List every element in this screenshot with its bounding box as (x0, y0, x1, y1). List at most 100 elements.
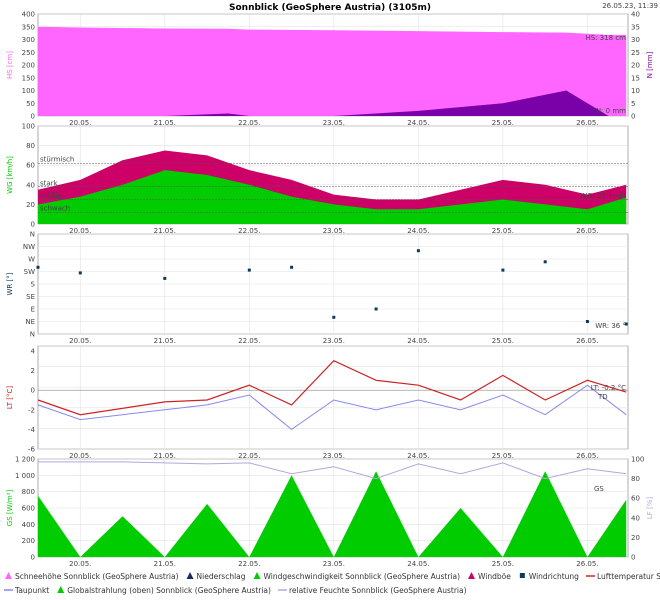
legend-label: Windrichtung (529, 572, 579, 581)
rad-y-tick-label: 400 (22, 521, 35, 529)
legend-triangle-marker (253, 572, 261, 579)
snow-x-tick-label: 25.05. (492, 119, 514, 127)
legend-square-marker (519, 573, 525, 578)
wind-x-tick-label: 20.05. (69, 227, 91, 235)
snow-y-tick-label: 0 (31, 113, 35, 121)
rad-y2-tick-label: 80 (631, 475, 640, 483)
wind-y-tick-label: 80 (26, 142, 35, 150)
panel-wind-direction: 20.05. 21.05. 22.05. 23.05. 24.05. 25.05. 26.0… (6, 231, 629, 345)
snow-height-area (38, 26, 627, 116)
temperature-annotation: LT: -0.2 °C (591, 384, 626, 392)
direction-y-tick-label: N (30, 231, 35, 239)
rad-y-tick-label: 600 (22, 505, 35, 513)
direction-y-tick-label: SE (26, 293, 35, 301)
legend: Schneehöhe Sonnblick (GeoSphere Austria)… (4, 572, 660, 595)
temp-x-tick-label: 24.05. (407, 452, 429, 460)
snow-y2-tick-label: 20 (631, 62, 640, 70)
rad-y2-tick-label: 40 (631, 514, 640, 522)
wind-y-tick-label: 20 (26, 201, 35, 209)
snow-y-label-left: HS [cm] (6, 51, 14, 79)
rad-y-tick-label: 200 (22, 537, 35, 545)
panel-temperature: 20.05. 21.05. 22.05. 23.05. 24.05. 25.05. 26.0… (6, 345, 629, 460)
rad-y2-tick-label: 60 (631, 495, 640, 503)
temp-x-tick-label: 23.05. (323, 452, 345, 460)
wind-direction-point (247, 268, 251, 272)
direction-x-tick-label: 21.05. (154, 337, 176, 345)
rad-x-tick-label: 24.05. (407, 560, 429, 568)
snow-y-tick-label: 400 (22, 11, 35, 19)
temp-plot-area (37, 345, 629, 450)
legend-label: Lufttemperatur Sonnblick (GeoSphere Aust… (597, 572, 660, 581)
snow-y2-tick-label: 0 (631, 113, 635, 121)
direction-y-label: WR [°] (6, 272, 14, 295)
direction-x-tick-label: 22.05. (238, 337, 260, 345)
temp-y-tick-label: -2 (28, 406, 35, 414)
snow-x-tick-label: 26.05. (576, 119, 598, 127)
legend-label: Taupunkt (14, 586, 49, 595)
snow-y-tick-label: 300 (22, 36, 35, 44)
wind-direction-point (163, 276, 167, 280)
temp-x-tick-label: 21.05. (154, 452, 176, 460)
wind-direction-point (624, 322, 628, 326)
wind-y-label: WG [km/h] (6, 156, 14, 194)
rad-y-tick-label: 1 200 (15, 456, 35, 464)
panel-wind-speed: 20.05. 21.05. 22.05. 23.05. 24.05. 25.05. 26.0… (6, 123, 629, 235)
temp-y-label: LT [°C] (6, 386, 14, 410)
wind-level-label: stürmisch (40, 156, 74, 164)
snow-y-label-right: N [mm] (646, 51, 654, 78)
wind-annotation: WG: 27 km/h (580, 192, 626, 200)
wind-direction-point (332, 315, 336, 319)
rad-x-tick-label: 26.05. (576, 560, 598, 568)
wind-x-tick-label: 22.05. (238, 227, 260, 235)
rad-y-label-left: GS [W/m²] (6, 490, 14, 527)
direction-x-tick-label: 25.05. (492, 337, 514, 345)
temperature-line (37, 359, 627, 416)
wind-direction-point (501, 268, 505, 272)
snow-y2-tick-label: 15 (631, 74, 640, 82)
legend-triangle-marker (468, 572, 476, 579)
temp-x-tick-label: 20.05. (69, 452, 91, 460)
legend-label: Schneehöhe Sonnblick (GeoSphere Austria) (15, 572, 179, 581)
wind-direction-point (36, 265, 40, 269)
snow-y2-tick-label: 30 (631, 36, 640, 44)
snow-y2-tick-label: 10 (631, 87, 640, 95)
snow-y-tick-label: 200 (22, 62, 35, 70)
snow-y2-tick-label: 35 (631, 23, 640, 31)
rad-y-tick-label: 0 (31, 554, 35, 562)
snow-x-tick-label: 22.05. (238, 119, 260, 127)
humidity-line (38, 461, 627, 480)
snow-y-tick-label: 250 (22, 49, 35, 57)
rad-x-tick-label: 23.05. (323, 560, 345, 568)
direction-y-tick-label: NE (25, 318, 35, 326)
snow-y-tick-label: 50 (26, 100, 35, 108)
rad-x-tick-label: 22.05. (238, 560, 260, 568)
panel-radiation: 20.05. 21.05. 22.05. 23.05. 24.05. 25.05. 26.0… (6, 456, 654, 569)
wind-direction-point (416, 249, 420, 253)
wind-y-tick-label: 0 (31, 221, 35, 229)
temp-y-tick-label: 2 (31, 367, 35, 375)
direction-y-tick-label: N (30, 331, 35, 339)
temp-y-tick-label: 0 (31, 387, 35, 395)
rad-x-tick-label: 21.05. (154, 560, 176, 568)
direction-annotation: WR: 36 ° (595, 322, 626, 330)
wind-x-tick-label: 26.05. (576, 227, 598, 235)
snow-x-tick-label: 23.05. (323, 119, 345, 127)
legend-triangle-marker (57, 586, 65, 593)
legend-label: Windgeschwindigkeit Sonnblick (GeoSphere… (264, 572, 461, 581)
radiation-annotation: GS (594, 485, 604, 493)
rad-y2-tick-label: 0 (631, 554, 635, 562)
direction-x-tick-label: 23.05. (323, 337, 345, 345)
wind-direction-point (78, 271, 82, 275)
wind-y-tick-label: 100 (22, 123, 35, 131)
chart-title: Sonnblick (GeoSphere Austria) (3105m) (229, 3, 431, 13)
direction-y-tick-label: W (28, 256, 35, 264)
rad-y-tick-label: 800 (22, 488, 35, 496)
snow-y2-tick-label: 40 (631, 11, 640, 19)
rad-y2-tick-label: 20 (631, 534, 640, 542)
direction-x-tick-label: 26.05. (576, 337, 598, 345)
legend-label: Globalstrahlung (oben) Sonnblick (GeoSph… (67, 586, 271, 595)
snow-y2-tick-label: 25 (631, 49, 640, 57)
legend-triangle-marker (186, 572, 194, 579)
